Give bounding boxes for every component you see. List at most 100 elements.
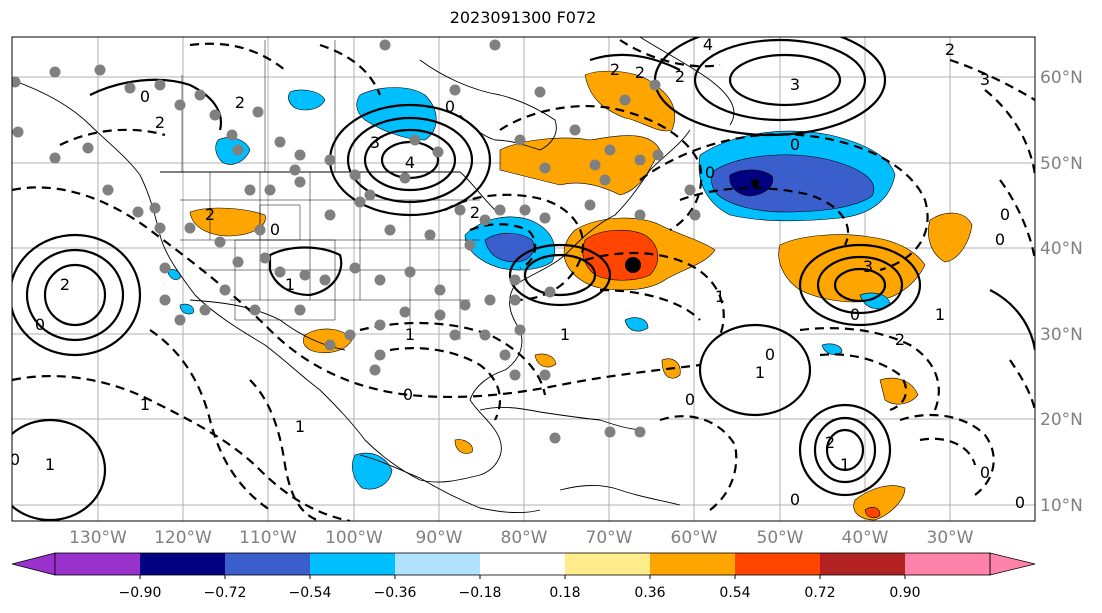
- station-dot: [634, 209, 646, 221]
- station-dot: [499, 349, 511, 361]
- contour-neg-21: [1009, 359, 1035, 411]
- station-dot: [652, 149, 664, 161]
- contour-label: 1: [295, 417, 305, 436]
- lat-label: 30°N: [1040, 325, 1083, 345]
- colorbar-extend-max: [989, 552, 1036, 576]
- station-dot: [619, 94, 631, 106]
- contour-high-sw-1: [12, 418, 107, 521]
- station-dot: [209, 109, 221, 121]
- border-us-canada: [160, 171, 496, 211]
- contour-high-atlantic-3: [833, 267, 887, 303]
- fill-neg-atlantic-small: [624, 317, 649, 332]
- station-dot: [454, 204, 466, 216]
- lon-label: 40°W: [842, 528, 889, 548]
- contour-label: 2: [945, 40, 955, 59]
- station-dot: [409, 134, 421, 146]
- lat-label: 60°N: [1040, 68, 1083, 88]
- station-dot: [244, 184, 256, 196]
- contour-label: 2: [235, 93, 245, 112]
- station-dot: [289, 164, 301, 176]
- contour-label: 0: [403, 385, 413, 404]
- contour-label: 1: [715, 287, 725, 306]
- contour-neg-23: [189, 42, 286, 71]
- station-dot: [249, 304, 261, 316]
- latitude-labels: 60°N 50°N 40°N 30°N 20°N 10°N: [1040, 68, 1083, 516]
- contour-neg-13: [249, 379, 321, 521]
- station-dot: [159, 262, 171, 274]
- station-dot: [534, 86, 546, 98]
- station-dot: [294, 149, 306, 161]
- contour-label: 2: [155, 113, 165, 132]
- contour-label: 0: [685, 390, 695, 409]
- contour-neg-11: [389, 347, 502, 421]
- fill-neg-pacific: [167, 269, 181, 280]
- station-dot: [479, 329, 491, 341]
- contour-label: 1: [140, 395, 150, 414]
- station-dot: [232, 144, 244, 156]
- coastlines: [12, 37, 735, 514]
- contour-neg-16: [899, 413, 995, 496]
- station-dot: [232, 256, 244, 268]
- contour-neg-17: [919, 437, 977, 466]
- contour-pos-west-2: [268, 246, 343, 297]
- fill-neg-hudson-bay-west: [356, 87, 437, 141]
- lon-label: 50°W: [757, 528, 804, 548]
- station-dot: [344, 329, 356, 341]
- station-dot: [549, 432, 561, 444]
- colorbar-tick-label: 0.18: [549, 585, 580, 601]
- lon-label: 90°W: [416, 528, 463, 548]
- station-dot: [484, 294, 496, 306]
- contour-label: 0: [445, 97, 455, 116]
- colorbar-segment: [310, 553, 396, 575]
- colorbar-tick-label: 0.36: [634, 585, 665, 601]
- contour-label: 4: [405, 153, 415, 172]
- colorbar-segment: [820, 553, 906, 575]
- colorbar: −0.90 −0.72 −0.54 −0.36 −0.18 0.18 0.36 0.54 0.7…: [11, 552, 1036, 601]
- contour-high-hudson-2: [346, 116, 474, 204]
- contour-label: 3: [863, 257, 873, 276]
- station-dot: [259, 252, 271, 264]
- station-dot: [514, 324, 526, 336]
- fill-strongneg-labrador: [711, 154, 874, 213]
- coastline-caribbean: [479, 406, 646, 431]
- station-dot: [149, 202, 161, 214]
- fill-pos-carib: [454, 439, 473, 454]
- colorbar-segment: [395, 553, 481, 575]
- station-dot: [132, 206, 144, 218]
- station-dot: [519, 204, 531, 216]
- contour-label: 0: [790, 135, 800, 154]
- coastline-south-america: [559, 485, 681, 506]
- contour-label: 2: [470, 203, 480, 222]
- contour-label: 2: [610, 60, 620, 79]
- contour-label: 2: [60, 275, 70, 294]
- lat-label: 50°N: [1040, 154, 1083, 174]
- station-dot: [264, 184, 276, 196]
- coastline-north-america-east: [469, 129, 691, 476]
- station-dot: [539, 369, 551, 381]
- contour-neg-7: [469, 223, 537, 270]
- station-dot: [194, 89, 206, 101]
- station-dot: [449, 84, 461, 96]
- colorbar-tick-label: −0.36: [374, 585, 417, 601]
- contour-high-hudson-3: [363, 128, 457, 192]
- map-title: 2023091300 F072: [449, 8, 597, 27]
- station-dot: [274, 136, 286, 148]
- lon-label: 80°W: [501, 528, 548, 548]
- contour-high-pacific-1: [12, 233, 142, 357]
- fill-neg-canada-west: [288, 89, 326, 111]
- contour-neg-9: [599, 288, 701, 321]
- contour-neg-3: [499, 104, 703, 231]
- contour-label: 3: [790, 75, 800, 94]
- contour-high-atlantic-2: [816, 255, 904, 315]
- contour-label: 2: [635, 63, 645, 82]
- station-dot: [154, 79, 166, 91]
- contour-neg-10: [359, 321, 547, 396]
- contour-neg-22: [59, 128, 166, 146]
- colorbar-tick-label: −0.90: [119, 585, 162, 601]
- colorbar-tick-label: 0.54: [719, 585, 750, 601]
- station-dot: [324, 339, 336, 351]
- contour-label: 1: [405, 325, 415, 344]
- station-dot: [102, 184, 114, 196]
- contour-high-coast-1: [508, 243, 612, 307]
- station-dot: [184, 222, 196, 234]
